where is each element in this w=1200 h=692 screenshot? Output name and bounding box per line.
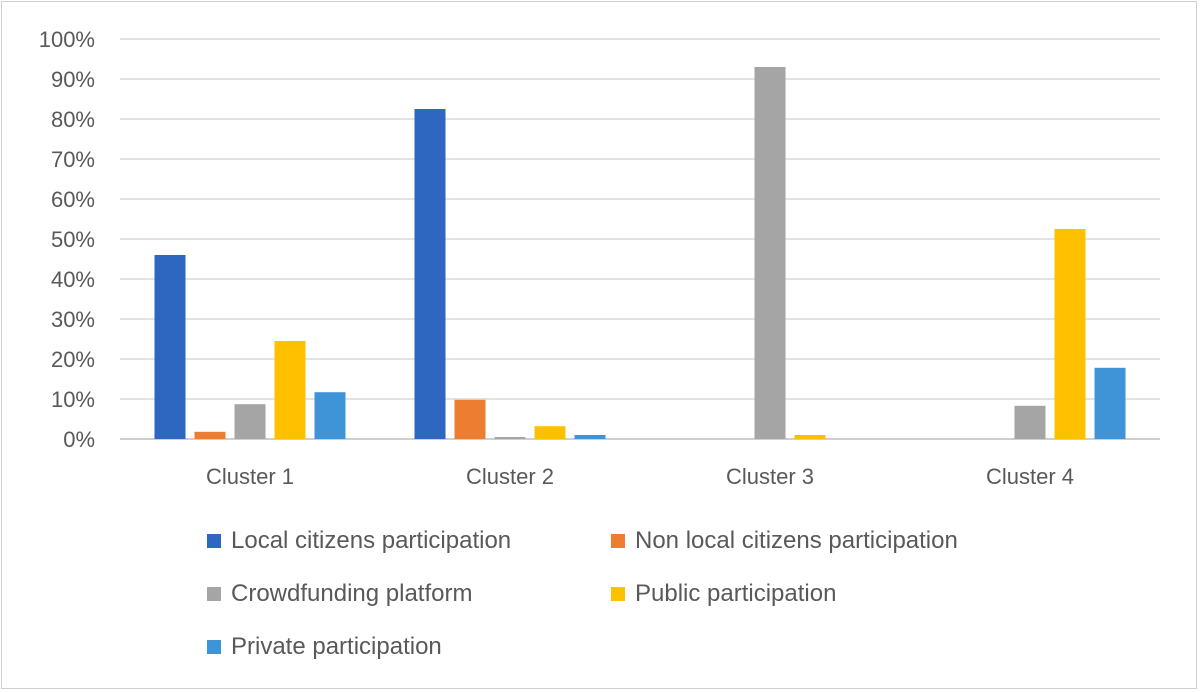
y-tick-label: 70% (51, 147, 95, 172)
bar (574, 435, 606, 439)
y-tick-label: 80% (51, 107, 95, 132)
y-tick-label: 10% (51, 387, 95, 412)
bar (1054, 229, 1086, 439)
bar (794, 435, 826, 439)
y-axis: 0% 10% 20% 30% 40% 50% 60% 70% 80% 90% 100% (39, 27, 95, 452)
y-tick-label: 60% (51, 187, 95, 212)
bar (314, 392, 346, 439)
bar (754, 67, 786, 439)
bar (494, 437, 526, 439)
bar (414, 109, 446, 439)
x-tick-label: Cluster 4 (986, 464, 1074, 489)
bar (234, 404, 266, 439)
x-tick-label: Cluster 1 (206, 464, 294, 489)
y-tick-label: 50% (51, 227, 95, 252)
y-tick-label: 90% (51, 67, 95, 92)
bar (1014, 405, 1046, 439)
x-tick-label: Cluster 2 (466, 464, 554, 489)
x-axis: Cluster 1 Cluster 2 Cluster 3 Cluster 4 (206, 464, 1074, 489)
y-tick-label: 100% (39, 27, 95, 52)
y-tick-label: 40% (51, 267, 95, 292)
y-tick-label: 0% (63, 427, 95, 452)
bar (1094, 367, 1126, 439)
y-tick-label: 20% (51, 347, 95, 372)
bar (454, 399, 486, 439)
bar (154, 255, 186, 439)
bar (194, 431, 226, 439)
bar (534, 426, 566, 439)
bars (154, 67, 1126, 439)
y-tick-label: 30% (51, 307, 95, 332)
bar (274, 341, 306, 439)
x-tick-label: Cluster 3 (726, 464, 814, 489)
